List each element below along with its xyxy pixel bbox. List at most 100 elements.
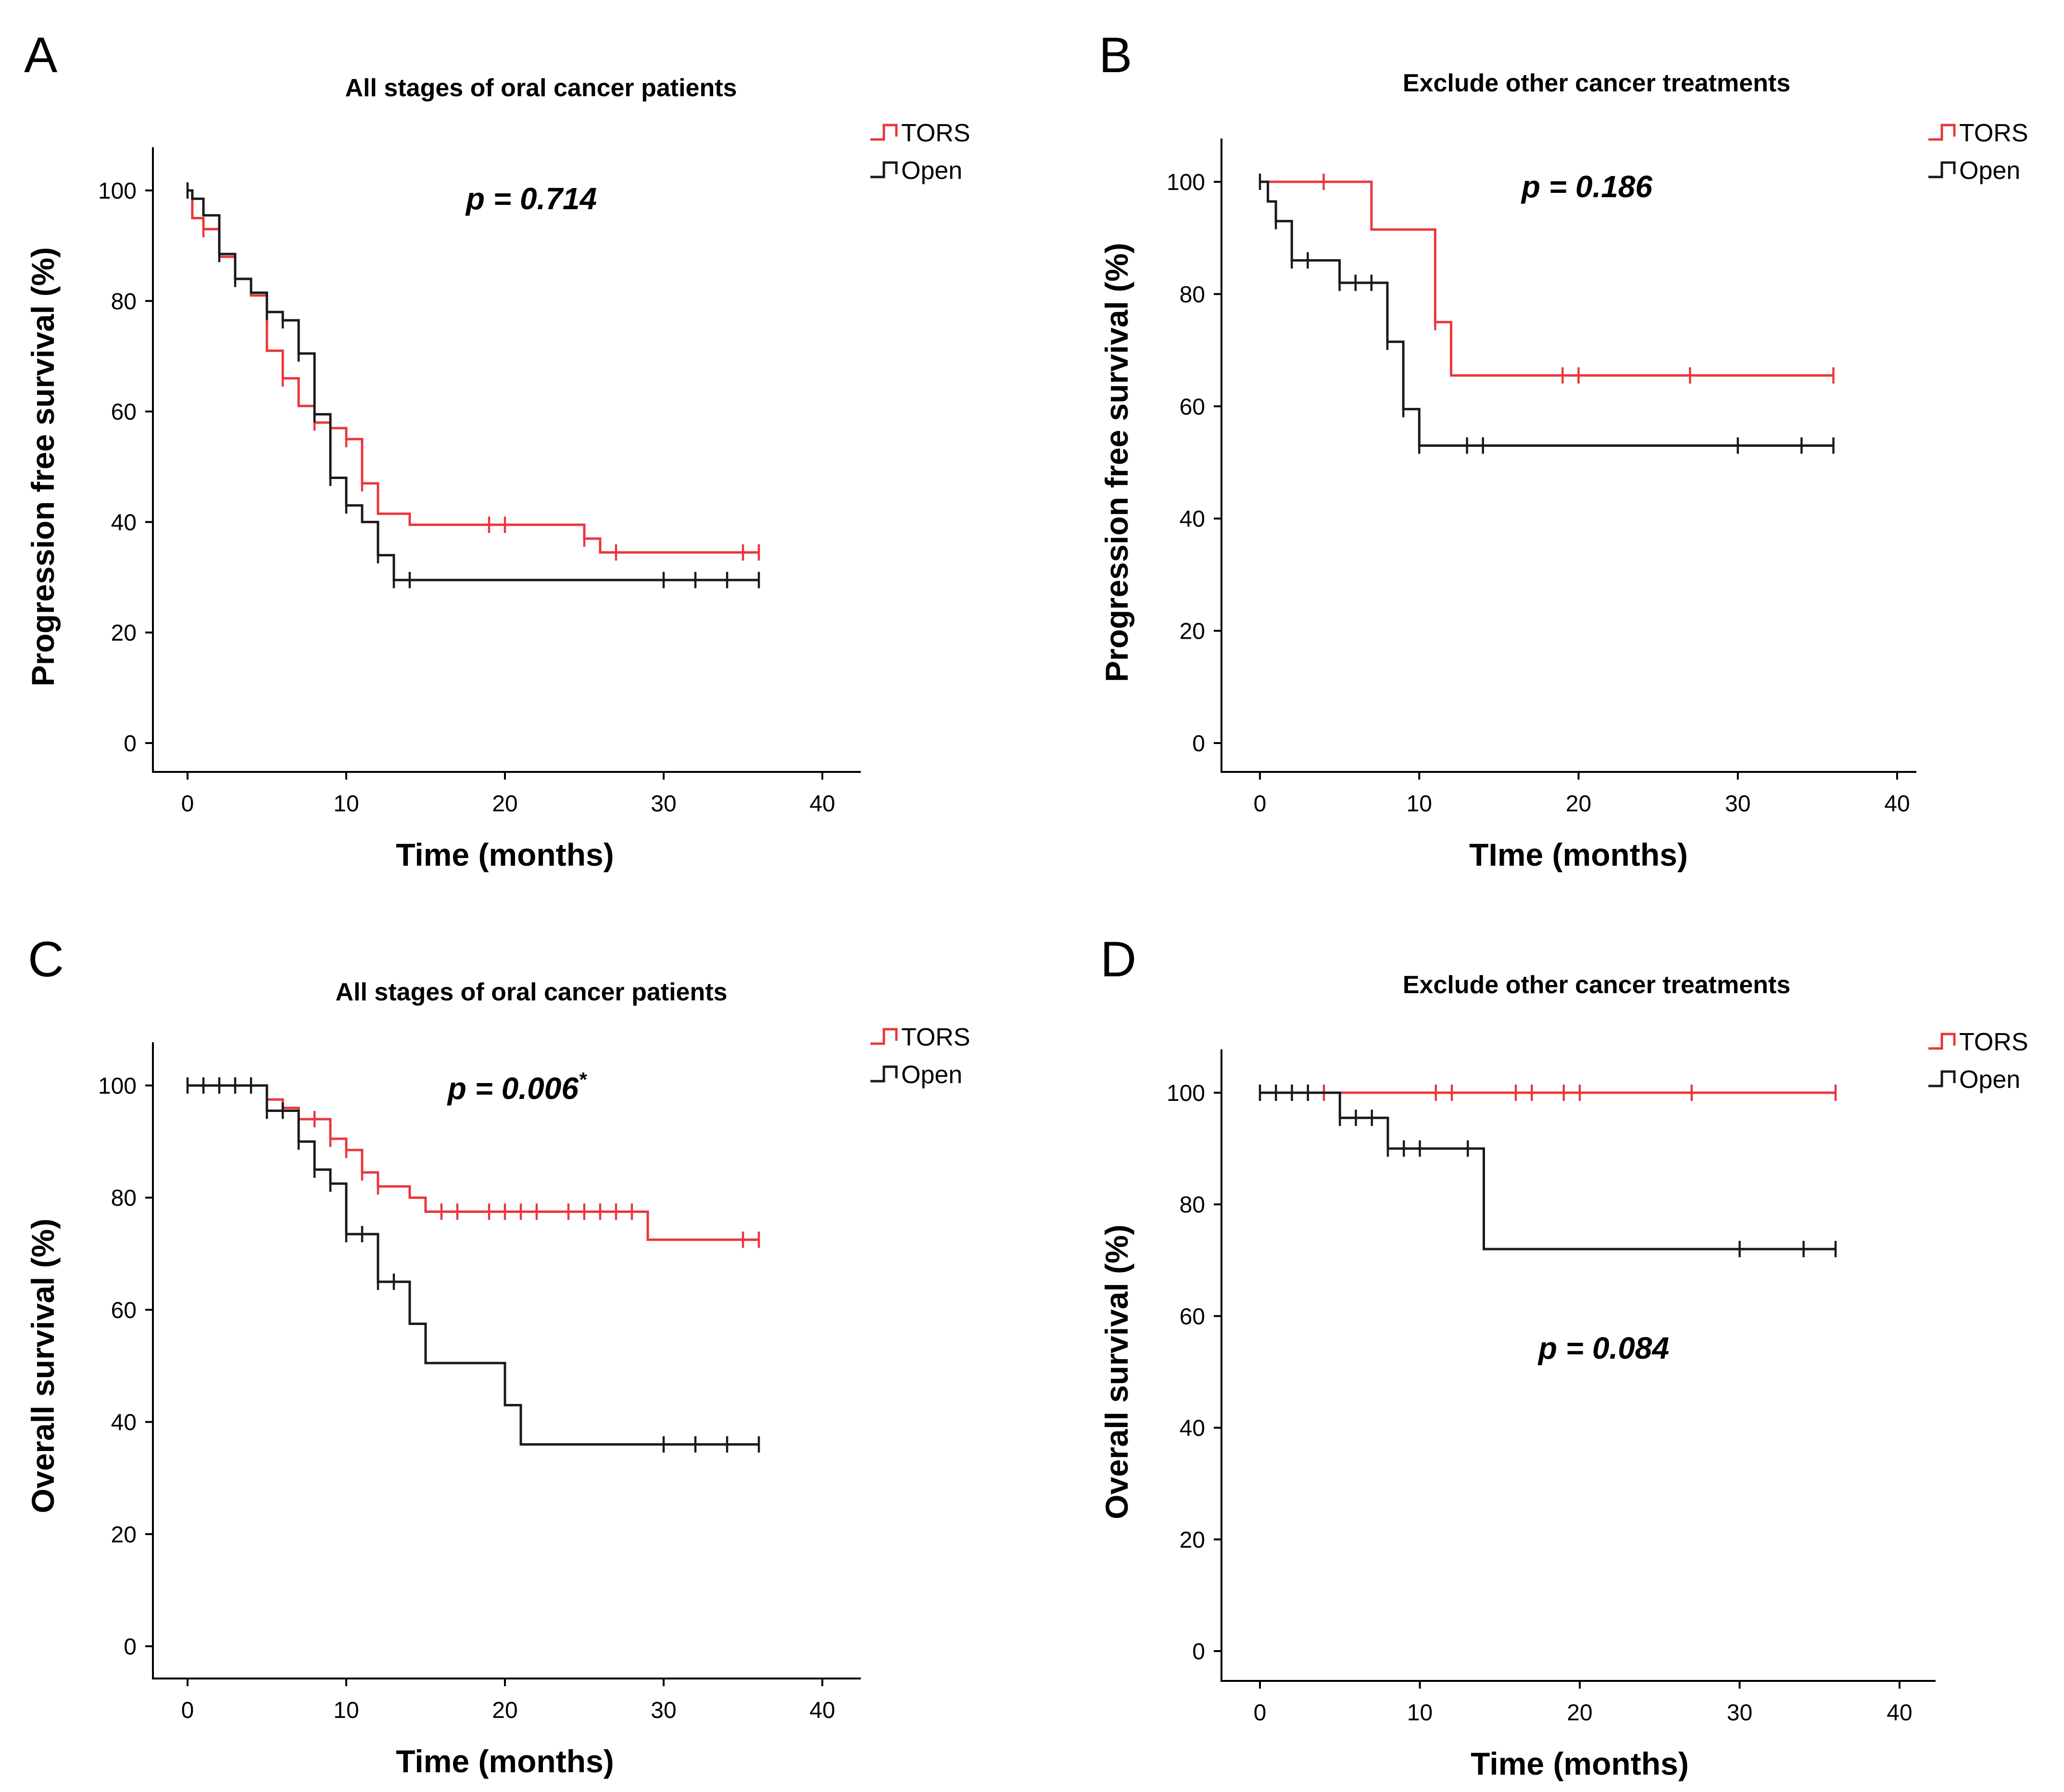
y-tick-label: 20 bbox=[111, 620, 137, 646]
x-tick-label: 0 bbox=[1254, 791, 1267, 817]
y-tick-label: 60 bbox=[1180, 394, 1205, 420]
y-axis-label: Overall survival (%) bbox=[25, 1219, 61, 1514]
y-tick-label: 80 bbox=[111, 289, 137, 315]
series-open bbox=[1259, 174, 1835, 454]
y-tick-label: 60 bbox=[111, 400, 137, 425]
survival-step-line bbox=[188, 189, 759, 581]
y-tick-label: 40 bbox=[111, 510, 137, 535]
chart-title: Exclude other cancer treatments bbox=[1403, 971, 1790, 999]
legend-swatch bbox=[1928, 161, 1956, 178]
legend-label: Open bbox=[901, 1061, 962, 1089]
x-tick-label: 20 bbox=[492, 791, 517, 817]
series-tors bbox=[1260, 174, 1835, 384]
legend-label: TORS bbox=[1959, 119, 2028, 147]
x-tick-label: 20 bbox=[492, 1698, 517, 1723]
legend-swatch bbox=[1928, 1033, 1956, 1050]
x-tick-label: 40 bbox=[1884, 791, 1910, 817]
survival-step-line bbox=[1260, 180, 1834, 377]
y-tick-label: 0 bbox=[1192, 1639, 1205, 1665]
y-tick-label: 40 bbox=[1180, 506, 1205, 532]
series-open bbox=[186, 1077, 760, 1453]
chart-panel-c: C All stages of oral cancer patients 0 20 40… bbox=[25, 932, 970, 1779]
x-tick-label: 30 bbox=[1725, 791, 1750, 817]
chart-panel-a: A All stages of oral cancer patients 0 20 40… bbox=[24, 27, 970, 872]
legend-swatch bbox=[870, 1028, 898, 1045]
panel-letter: C bbox=[28, 932, 64, 987]
y-tick-label: 20 bbox=[111, 1522, 137, 1548]
chart-title: All stages of oral cancer patients bbox=[336, 978, 728, 1006]
x-tick-label: 10 bbox=[333, 791, 359, 817]
legend-label: TORS bbox=[1959, 1028, 2028, 1056]
x-tick-label: 0 bbox=[181, 791, 194, 817]
y-tick-label: 20 bbox=[1180, 619, 1205, 644]
survival-step-line bbox=[1260, 180, 1834, 447]
y-tick-label: 0 bbox=[124, 731, 137, 757]
survival-step-line bbox=[1260, 1091, 1836, 1250]
x-tick-label: 30 bbox=[1727, 1700, 1752, 1726]
x-axis-label: Time (months) bbox=[1471, 1746, 1688, 1781]
y-tick-label: 40 bbox=[1180, 1416, 1205, 1441]
x-tick-label: 0 bbox=[1254, 1700, 1267, 1726]
x-tick-label: 20 bbox=[1566, 791, 1591, 817]
y-tick-label: 60 bbox=[111, 1298, 137, 1323]
legend-swatch bbox=[870, 124, 898, 141]
series-tors bbox=[188, 189, 760, 561]
series-open bbox=[186, 182, 760, 589]
x-axis-label: TIme (months) bbox=[1469, 837, 1688, 872]
y-tick-label: 40 bbox=[111, 1410, 137, 1436]
survival-step-line bbox=[188, 1084, 759, 1446]
y-tick-label: 100 bbox=[1167, 170, 1205, 195]
legend-label: TORS bbox=[901, 119, 970, 147]
panel-letter: A bbox=[24, 27, 58, 83]
axes bbox=[1221, 139, 1916, 773]
p-value: p = 0.006* bbox=[447, 1068, 587, 1106]
x-tick-label: 0 bbox=[181, 1698, 194, 1723]
legend-label: Open bbox=[1959, 157, 2020, 185]
x-axis-label: Time (months) bbox=[396, 837, 614, 872]
x-tick-label: 30 bbox=[651, 1698, 676, 1723]
x-tick-label: 20 bbox=[1567, 1700, 1592, 1726]
chart-title: All stages of oral cancer patients bbox=[345, 74, 737, 102]
panel-letter: B bbox=[1099, 27, 1132, 83]
x-tick-label: 30 bbox=[651, 791, 676, 817]
legend-swatch bbox=[1928, 1070, 1956, 1087]
y-tick-label: 60 bbox=[1180, 1304, 1205, 1329]
chart-panel-d: D Exclude other cancer treatments 0 20 40 60 8… bbox=[1099, 932, 2028, 1781]
x-tick-label: 40 bbox=[1887, 1700, 1912, 1726]
legend-swatch bbox=[1928, 124, 1956, 141]
legend-swatch bbox=[870, 1065, 898, 1083]
x-tick-label: 40 bbox=[809, 1698, 835, 1723]
y-tick-label: 0 bbox=[124, 1634, 137, 1660]
legend-label: Open bbox=[1959, 1066, 2020, 1094]
p-value: p = 0.084 bbox=[1537, 1331, 1669, 1365]
x-tick-label: 40 bbox=[809, 791, 835, 817]
chart-title: Exclude other cancer treatments bbox=[1403, 69, 1790, 97]
legend-swatch bbox=[870, 161, 898, 178]
axes bbox=[1221, 1049, 1936, 1682]
axes bbox=[152, 1042, 861, 1679]
y-tick-label: 100 bbox=[98, 1073, 137, 1099]
x-tick-label: 10 bbox=[1407, 791, 1432, 817]
survival-step-line bbox=[188, 189, 759, 554]
y-axis-label: Progression free survival (%) bbox=[1099, 243, 1134, 682]
y-tick-label: 100 bbox=[98, 178, 137, 204]
y-tick-label: 100 bbox=[1167, 1081, 1205, 1106]
panel-letter: D bbox=[1100, 932, 1136, 987]
y-tick-label: 80 bbox=[1180, 282, 1205, 307]
series-tors bbox=[1260, 1085, 1837, 1101]
legend-label: Open bbox=[901, 157, 962, 185]
x-axis-label: Time (months) bbox=[396, 1743, 614, 1779]
chart-panel-b: B Exclude other cancer treatments 0 20 40 60 8… bbox=[1099, 27, 2028, 872]
p-value: p = 0.714 bbox=[465, 181, 597, 216]
x-tick-label: 10 bbox=[1407, 1700, 1433, 1726]
x-tick-label: 10 bbox=[333, 1698, 359, 1723]
y-tick-label: 80 bbox=[1180, 1192, 1205, 1218]
axes bbox=[152, 147, 861, 773]
y-tick-label: 0 bbox=[1192, 731, 1205, 757]
p-value: p = 0.186 bbox=[1521, 169, 1653, 204]
y-axis-label: Overall survival (%) bbox=[1099, 1224, 1134, 1519]
y-tick-label: 20 bbox=[1180, 1527, 1205, 1553]
legend-label: TORS bbox=[901, 1023, 970, 1051]
y-tick-label: 80 bbox=[111, 1186, 137, 1211]
